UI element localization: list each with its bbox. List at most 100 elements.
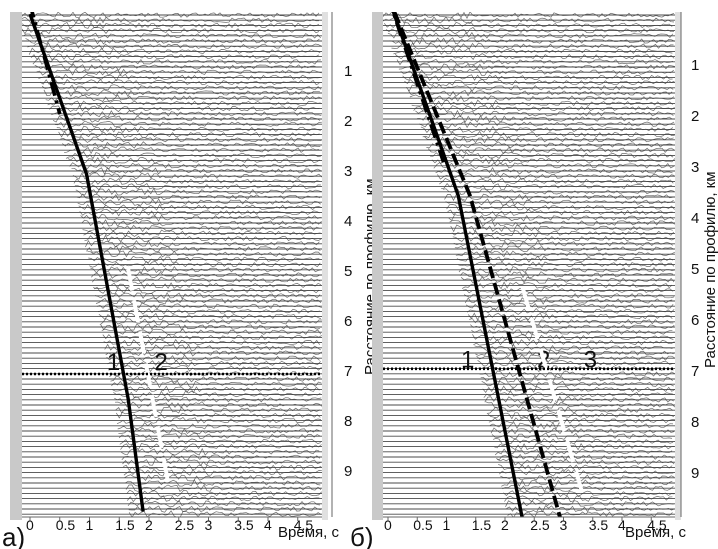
seismic-trace-wiggle — [431, 157, 675, 165]
panel-b-xlabel: Время, с — [625, 524, 686, 541]
seismic-trace-wiggle — [72, 172, 322, 180]
seismic-trace-wiggle — [22, 12, 320, 19]
seismic-trace-wiggle — [120, 442, 322, 451]
seismic-trace-wiggle — [480, 375, 673, 383]
seismic-trace-wiggle — [71, 167, 321, 175]
seismic-trace-wiggle — [22, 22, 320, 29]
seismic-trace-wiggle — [503, 490, 675, 498]
seismic-trace-wiggle — [454, 245, 675, 253]
seismic-trace-wiggle — [115, 406, 320, 414]
seismic-trace-wiggle — [34, 63, 320, 71]
seismic-trace-wiggle — [82, 224, 320, 232]
seismic-trace-wiggle — [460, 276, 675, 284]
seismic-trace-wiggle — [426, 141, 673, 149]
x-tick-label: 4.5 — [647, 517, 667, 533]
seismic-trace-wiggle — [492, 437, 674, 446]
x-tick-label: 0 — [384, 517, 392, 533]
y-tick-label: 8 — [691, 414, 699, 431]
y-tick-label: 9 — [691, 465, 699, 482]
x-tick-label: 3 — [560, 517, 568, 533]
seismic-trace-wiggle — [49, 104, 320, 113]
line-label-1: 1 — [461, 346, 474, 373]
seismic-trace-wiggle — [89, 260, 321, 268]
x-tick-label: 4 — [618, 517, 626, 533]
interpreted-line-dashdot — [391, 12, 446, 163]
seismic-trace-wiggle — [499, 468, 674, 477]
seismic-trace-wiggle — [482, 385, 675, 393]
seismic-trace-wiggle — [126, 489, 322, 497]
seismic-trace-wiggle — [67, 156, 320, 165]
y-tick-label: 3 — [344, 163, 352, 180]
seismic-trace-wiggle — [127, 500, 321, 508]
seismic-trace-wiggle — [106, 354, 320, 362]
seismic-trace-wiggle — [40, 78, 320, 86]
x-tick-label: 1.5 — [472, 517, 492, 533]
y-tick-label: 1 — [691, 57, 699, 74]
seismic-trace-wiggle — [117, 422, 322, 430]
x-tick-label: 0 — [26, 517, 34, 533]
seismic-trace-wiggle — [62, 141, 321, 149]
seismic-trace-wiggle — [449, 218, 675, 227]
panel-b-traces — [383, 12, 675, 517]
panel-b-y-axis: 1 2 3 4 5 6 7 8 9 — [680, 12, 699, 517]
seismic-trace-wiggle — [99, 318, 322, 326]
seismic-trace-wiggle — [118, 432, 321, 440]
seismic-trace-wiggle — [487, 412, 675, 420]
seismic-trace-wiggle — [398, 63, 675, 71]
y-tick-label: 4 — [344, 213, 352, 230]
seismic-trace-wiggle — [404, 78, 675, 87]
interpreted-line-3 — [520, 286, 586, 500]
panel-a-xlabel: Время, с — [278, 524, 339, 541]
seismic-trace-wiggle — [435, 166, 673, 175]
interpreted-line-1 — [391, 12, 524, 517]
seismic-trace-wiggle — [391, 42, 674, 50]
y-tick-label: 8 — [344, 413, 352, 430]
seismic-trace-wiggle — [128, 510, 322, 517]
seismic-trace-wiggle — [491, 432, 673, 440]
seismic-trace-wiggle — [420, 125, 674, 134]
panel-a-scrollbar-right[interactable] — [322, 12, 328, 520]
seismic-trace-wiggle — [493, 442, 675, 451]
panel-a-scrollbar-left[interactable] — [10, 12, 22, 520]
seismic-trace-wiggle — [51, 110, 322, 118]
panel-b-scrollbar-right[interactable] — [675, 12, 681, 520]
seismic-trace-wiggle — [393, 47, 673, 55]
x-tick-label: 1 — [443, 517, 451, 533]
y-tick-label: 7 — [344, 363, 352, 380]
seismic-trace-wiggle — [27, 42, 322, 50]
seismic-trace-wiggle — [442, 188, 674, 196]
x-tick-label: 3 — [205, 517, 213, 533]
seismic-trace-wiggle — [451, 230, 675, 238]
seismic-trace-wiggle — [107, 359, 321, 367]
seismic-trace-wiggle — [446, 204, 675, 212]
seismic-trace-wiggle — [488, 417, 675, 425]
seismic-trace-wiggle — [433, 162, 674, 170]
line-label-2: 2 — [155, 349, 168, 376]
seismic-trace-wiggle — [85, 239, 320, 248]
seismic-trace-wiggle — [77, 198, 321, 206]
panel-b-scrollbar-left[interactable] — [372, 12, 383, 520]
seismic-trace-wiggle — [22, 27, 320, 35]
seismic-trace-wiggle — [128, 505, 321, 513]
seismic-trace-wiggle — [123, 469, 322, 477]
x-tick-label: 1 — [86, 517, 94, 533]
x-tick-label: 2 — [501, 517, 509, 533]
seismic-trace-wiggle — [22, 16, 319, 25]
x-tick-label: 4.5 — [294, 517, 314, 533]
line-label-1: 1 — [107, 349, 120, 376]
seismic-trace-wiggle — [481, 380, 674, 389]
y-tick-label: 2 — [344, 113, 352, 130]
x-tick-label: 4 — [264, 517, 272, 533]
seismic-trace-wiggle — [103, 338, 320, 347]
x-tick-label: 3.5 — [234, 517, 254, 533]
seismic-trace-wiggle — [104, 343, 321, 352]
seismic-trace-wiggle — [396, 58, 674, 66]
seismic-trace-wiggle — [424, 135, 674, 144]
seismic-trace-wiggle — [45, 94, 322, 102]
seismic-trace-wiggle — [450, 224, 673, 233]
seismic-trace-wiggle — [69, 162, 322, 170]
seismic-trace-wiggle — [54, 120, 322, 128]
